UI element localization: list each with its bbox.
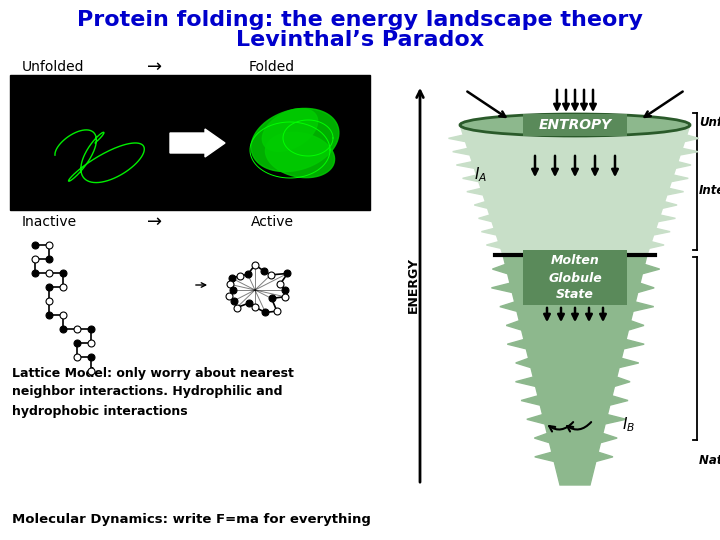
Text: Lattice Model: only worry about nearest
neighbor interactions. Hydrophilic and
h: Lattice Model: only worry about nearest … [12, 367, 294, 417]
Text: Folded: Folded [249, 60, 295, 74]
Text: $I_A$: $I_A$ [474, 166, 487, 184]
Bar [10, 75, 370, 210]
Text: Active: Active [251, 215, 294, 229]
Bar [523, 250, 627, 305]
Text: Protein folding: the energy landscape theory: Protein folding: the energy landscape th… [77, 10, 643, 30]
Text: ENTROPY: ENTROPY [539, 118, 611, 132]
Polygon shape [266, 132, 335, 178]
Polygon shape [262, 109, 318, 151]
Bar [523, 114, 627, 136]
Polygon shape [251, 109, 339, 172]
Text: $I_B$: $I_B$ [622, 416, 636, 434]
Polygon shape [492, 255, 660, 485]
Polygon shape [449, 125, 699, 255]
Ellipse shape [460, 114, 690, 136]
Text: ENERGY: ENERGY [407, 257, 420, 313]
Text: Molecular Dynamics: write F=ma for everything: Molecular Dynamics: write F=ma for every… [12, 514, 371, 526]
Text: Native sta...: Native sta... [699, 454, 720, 467]
Text: Levinthal’s Paradox: Levinthal’s Paradox [236, 30, 484, 50]
Text: Unfolded: Unfolded [699, 117, 720, 130]
Text: →: → [148, 58, 163, 76]
Text: →: → [148, 213, 163, 231]
Text: Unfolded: Unfolded [22, 60, 84, 74]
Text: Intermedi...: Intermedi... [699, 184, 720, 197]
Text: Inactive: Inactive [22, 215, 77, 229]
FancyArrow shape [170, 129, 225, 157]
Text: Molten
Globule
State: Molten Globule State [548, 254, 602, 301]
